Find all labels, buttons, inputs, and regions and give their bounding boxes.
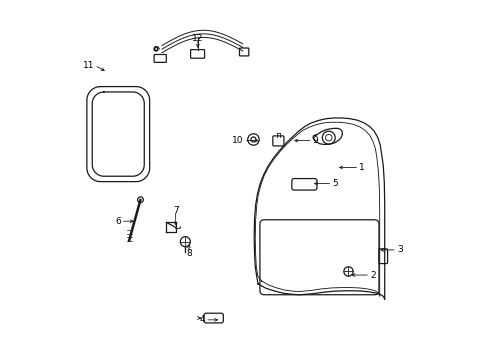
Text: 7: 7 (172, 206, 178, 215)
Text: 10: 10 (232, 136, 244, 145)
Text: 4: 4 (199, 315, 204, 324)
Text: 11: 11 (83, 61, 94, 70)
Text: 9: 9 (312, 136, 318, 145)
Text: 1: 1 (359, 163, 364, 172)
Text: 5: 5 (332, 179, 337, 188)
Circle shape (137, 197, 143, 203)
Text: 8: 8 (185, 249, 191, 258)
Text: 6: 6 (115, 217, 121, 226)
Text: 3: 3 (396, 246, 402, 255)
Text: 12: 12 (192, 34, 203, 43)
Text: 2: 2 (369, 270, 375, 279)
